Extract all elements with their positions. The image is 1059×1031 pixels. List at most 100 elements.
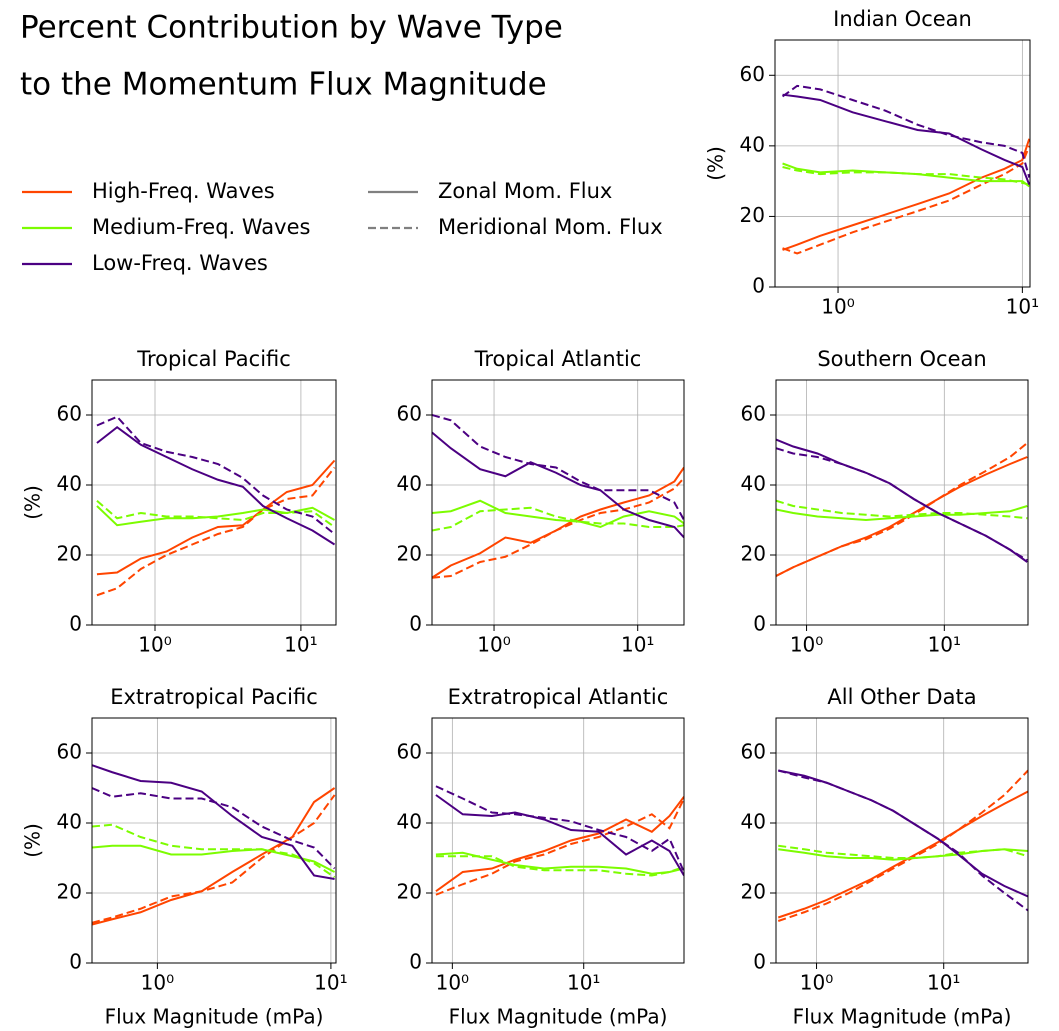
panel: Extratropical Atlantic 0 20 40 60 10⁰ 10¹ Flux … (397, 685, 685, 1029)
plot-frame (431, 379, 685, 626)
y-tick-label: 20 (740, 203, 765, 227)
x-axis-label: Flux Magnitude (mPa) (793, 1005, 1012, 1029)
series-line (435, 855, 684, 877)
y-axis-label: (%) (21, 823, 45, 858)
panel-title: Extratropical Atlantic (448, 685, 669, 709)
x-tick-label: 10¹ (927, 971, 960, 995)
figure-title: to the Momentum Flux Magnitude (20, 67, 547, 103)
y-tick-label: 40 (397, 472, 422, 496)
series-line (782, 145, 1030, 255)
panel-title: Extratropical Pacific (110, 685, 318, 709)
y-tick-label: 20 (741, 542, 766, 566)
x-tick-label: 10¹ (1006, 295, 1039, 319)
y-tick-label: 40 (57, 472, 82, 496)
y-axis-label: (%) (704, 146, 728, 181)
y-tick-label: 60 (397, 740, 422, 764)
x-tick-label: 10⁰ (821, 295, 854, 319)
series-line (92, 794, 336, 924)
y-tick-label: 0 (409, 950, 422, 974)
series-line (782, 93, 1030, 186)
series-line (92, 764, 335, 880)
x-axis-label: Flux Magnitude (mPa) (449, 1005, 668, 1029)
series-line (92, 823, 336, 879)
y-tick-label: 40 (741, 810, 766, 834)
x-tick-label: 10⁰ (141, 971, 174, 995)
series-line (96, 459, 336, 576)
series-line (777, 769, 1028, 922)
x-tick-label: 10⁰ (790, 633, 823, 657)
x-tick-label: 10¹ (621, 633, 654, 657)
series-line (778, 769, 1028, 898)
x-tick-label: 10⁰ (800, 971, 833, 995)
panel: Extratropical Pacific 0 20 40 60 10⁰ 10¹ (%) Flu… (21, 685, 348, 1029)
x-tick-label: 10¹ (284, 633, 317, 657)
y-tick-label: 0 (69, 950, 82, 974)
series-line (776, 499, 1028, 520)
series-line (432, 431, 684, 539)
series-line (96, 415, 336, 535)
series-line (435, 796, 684, 893)
y-tick-label: 60 (741, 740, 766, 764)
series-line (435, 785, 684, 873)
panel: All Other Data 0 20 40 60 10⁰ 10¹ Flux Magnitud… (741, 685, 1029, 1029)
y-tick-label: 60 (397, 402, 422, 426)
y-tick-label: 0 (409, 612, 422, 636)
y-tick-label: 60 (57, 740, 82, 764)
series-line (776, 447, 1028, 562)
series-line (778, 844, 1028, 859)
series-line (432, 466, 684, 579)
series-line (92, 787, 336, 926)
plot-frame (774, 39, 1031, 288)
y-tick-label: 0 (69, 612, 82, 636)
x-tick-label: 10¹ (567, 971, 600, 995)
x-tick-label: 10⁰ (436, 971, 469, 995)
legend-label: Medium-Freq. Waves (92, 215, 310, 239)
y-axis-label: (%) (21, 485, 45, 520)
y-tick-label: 20 (397, 542, 422, 566)
panel-title: All Other Data (827, 685, 976, 709)
series-line (432, 477, 684, 579)
panel: Indian Ocean 0 20 40 60 10⁰ 10¹ (%) (704, 7, 1040, 319)
plot-frame (91, 379, 337, 626)
plot-frame (775, 717, 1029, 964)
legend-label: High-Freq. Waves (92, 179, 275, 203)
series-line (776, 505, 1028, 522)
y-tick-label: 0 (753, 950, 766, 974)
y-tick-label: 60 (740, 62, 765, 86)
y-tick-label: 0 (752, 274, 765, 298)
legend-label: Zonal Mom. Flux (438, 179, 612, 203)
series-line (96, 425, 336, 546)
x-tick-label: 10⁰ (477, 633, 510, 657)
legend-label: Low-Freq. Waves (92, 251, 268, 275)
y-tick-label: 40 (57, 810, 82, 834)
series-line (96, 466, 336, 597)
y-tick-label: 40 (397, 810, 422, 834)
panel-title: Southern Ocean (817, 347, 986, 371)
plot-frame (91, 717, 337, 964)
x-tick-label: 10¹ (314, 971, 347, 995)
series-line (782, 166, 1030, 186)
series-line (435, 798, 684, 896)
legend-label: Meridional Mom. Flux (438, 215, 663, 239)
y-tick-label: 60 (57, 402, 82, 426)
y-tick-label: 60 (741, 402, 766, 426)
series-line (777, 769, 1028, 912)
series-line (777, 790, 1028, 919)
panel-title: Indian Ocean (833, 7, 972, 31)
series-line (776, 438, 1028, 563)
x-tick-label: 10¹ (928, 633, 961, 657)
x-axis-label: Flux Magnitude (mPa) (105, 1005, 324, 1029)
y-tick-label: 20 (57, 880, 82, 904)
figure-title: Percent Contribution by Wave Type (20, 10, 563, 46)
y-tick-label: 40 (740, 132, 765, 156)
series-line (432, 506, 684, 532)
series-line (776, 442, 1028, 577)
series-line (92, 787, 336, 870)
panel: Tropical Pacific 0 20 40 60 10⁰ 10¹ (%) (21, 347, 337, 657)
plot-frame (431, 717, 685, 964)
y-tick-label: 20 (397, 880, 422, 904)
panel-title: Tropical Pacific (136, 347, 291, 371)
series-line (782, 138, 1030, 251)
